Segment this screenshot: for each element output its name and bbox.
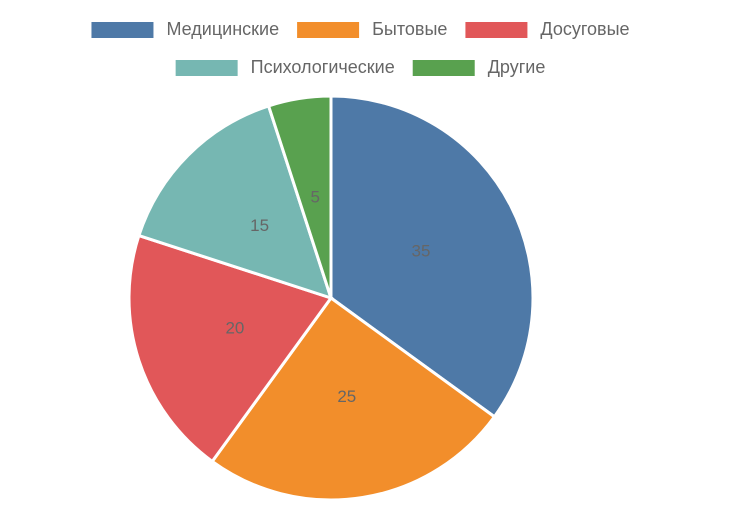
legend-label: Психологические: [251, 57, 395, 77]
legend-label: Досуговые: [540, 19, 629, 39]
data-label: 35: [412, 242, 431, 261]
data-label: 25: [337, 387, 356, 406]
pie-slice: [329, 94, 535, 419]
legend-item: Бытовые: [297, 19, 447, 39]
legend-item: Психологические: [175, 57, 395, 77]
legend-label: Медицинские: [166, 19, 279, 39]
legend-item: Другие: [412, 57, 546, 77]
legend-item: Медицинские: [91, 19, 279, 39]
legend-label: Другие: [488, 57, 546, 77]
legend-label: Бытовые: [372, 19, 447, 39]
legend-item: Досуговые: [465, 19, 630, 39]
data-label: 20: [225, 319, 244, 338]
pie-slice: [210, 295, 497, 502]
legend-swatch: [91, 22, 154, 38]
legend-swatch: [175, 60, 238, 76]
data-label: 15: [250, 216, 269, 235]
pie-slice: [266, 94, 333, 299]
legend-swatch: [297, 22, 360, 38]
legend-swatch: [412, 60, 475, 76]
data-label: 5: [310, 188, 319, 207]
legend-swatch: [465, 22, 528, 38]
pie-slice: [127, 233, 334, 464]
